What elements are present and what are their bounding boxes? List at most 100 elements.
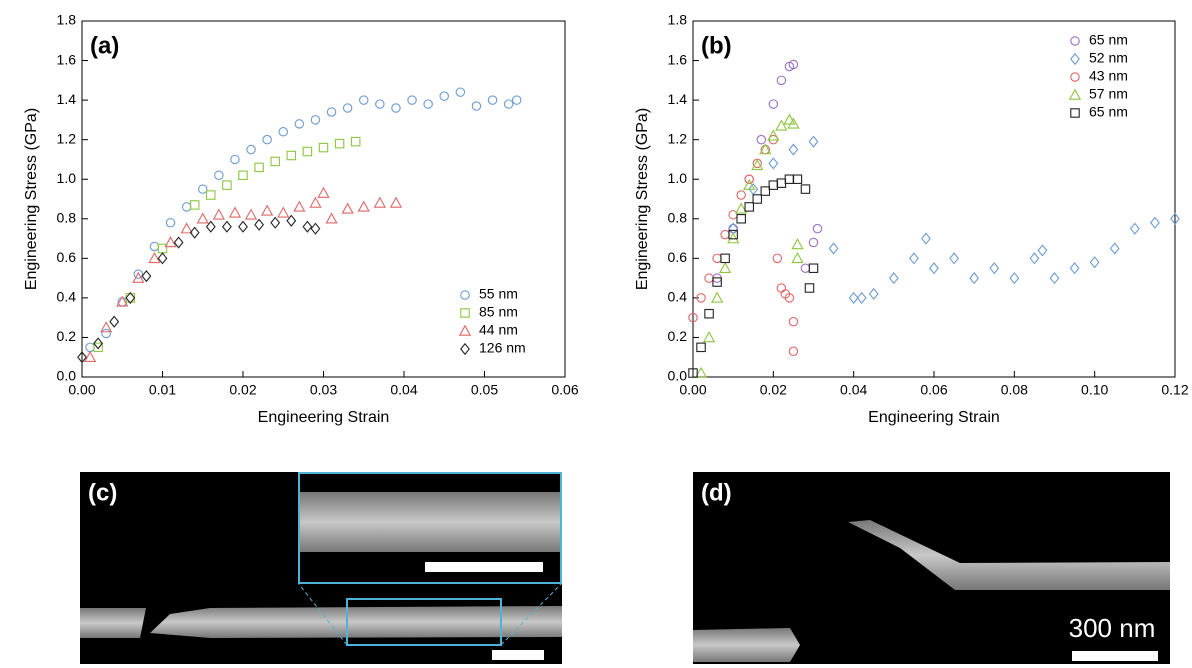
point — [712, 253, 722, 264]
point — [180, 222, 193, 234]
zoom-line — [500, 582, 563, 646]
point — [1009, 272, 1020, 285]
point — [728, 223, 738, 234]
point — [511, 95, 522, 105]
y-tick-label: 0.2 — [668, 328, 688, 344]
y-axis-title: Engineering Stress (GPa) — [634, 108, 651, 290]
legend-label: 57 nm — [1089, 86, 1128, 102]
point — [196, 212, 209, 224]
point — [310, 222, 321, 235]
point — [423, 99, 433, 109]
point — [132, 271, 145, 283]
point — [712, 277, 722, 287]
point — [751, 159, 764, 171]
y-tick-label: 0.4 — [57, 289, 77, 305]
y-tick-label: 1.0 — [57, 170, 77, 186]
x-tick-label: 0.04 — [390, 382, 417, 398]
point — [221, 220, 232, 233]
point — [808, 237, 819, 248]
point — [334, 138, 345, 149]
y-tick-label: 1.2 — [668, 130, 688, 146]
point — [326, 107, 337, 117]
point — [286, 150, 297, 161]
point — [214, 170, 224, 181]
y-tick-label: 1.0 — [668, 170, 688, 186]
point — [157, 252, 168, 265]
point — [286, 214, 297, 227]
point — [487, 95, 498, 105]
point — [254, 218, 265, 231]
point — [812, 223, 823, 234]
point — [848, 291, 859, 304]
point — [133, 269, 144, 279]
legend-marker — [460, 290, 470, 300]
point — [391, 103, 401, 113]
point — [1170, 212, 1180, 225]
point — [1069, 262, 1080, 275]
x-tick-label: 0.03 — [310, 382, 337, 398]
legend-marker — [460, 308, 470, 318]
point — [760, 186, 771, 196]
point — [125, 293, 136, 303]
point — [696, 293, 706, 303]
point — [792, 174, 803, 184]
point — [744, 174, 754, 184]
legend-label: 85 nm — [479, 304, 518, 320]
point — [109, 315, 120, 328]
point — [277, 206, 290, 218]
point — [989, 262, 1000, 275]
legend-label: 52 nm — [1089, 50, 1128, 66]
scale-bar — [492, 650, 544, 660]
point — [358, 95, 369, 105]
point — [768, 180, 779, 190]
point — [198, 184, 208, 194]
point — [688, 312, 698, 323]
point — [1150, 216, 1160, 229]
y-tick-label: 1.6 — [668, 51, 688, 67]
point — [776, 178, 787, 188]
point — [784, 174, 795, 184]
panel-label: (d) — [701, 479, 732, 506]
legend-marker — [1070, 52, 1080, 66]
point — [309, 196, 322, 208]
legend-marker — [460, 342, 470, 356]
point — [719, 261, 732, 273]
nanowire — [848, 520, 1170, 590]
x-tick-label: 0.00 — [679, 382, 706, 398]
point — [776, 283, 787, 293]
x-axis-title: Engineering Strain — [868, 409, 1000, 426]
point — [100, 321, 113, 333]
point — [696, 342, 706, 353]
point — [768, 99, 779, 109]
point — [148, 251, 161, 264]
x-tick-label: 0.10 — [1081, 382, 1108, 398]
point — [141, 270, 152, 283]
point — [278, 127, 288, 137]
x-tick-label: 0.06 — [920, 382, 947, 398]
point — [189, 226, 200, 239]
panel-label: (a) — [90, 32, 119, 59]
point — [909, 252, 919, 265]
point — [189, 200, 200, 210]
y-tick-label: 0.6 — [668, 249, 688, 265]
legend-marker — [1070, 72, 1080, 82]
point — [262, 134, 272, 145]
point — [93, 342, 103, 353]
point — [736, 190, 746, 200]
point — [439, 91, 449, 101]
point — [788, 316, 799, 327]
x-tick-label: 0.05 — [471, 382, 498, 398]
point — [828, 242, 839, 255]
point — [164, 236, 177, 248]
scale-bar — [1072, 651, 1158, 661]
legend-label: 126 nm — [479, 340, 526, 356]
point — [181, 202, 192, 212]
point — [246, 144, 256, 155]
point — [93, 337, 104, 350]
point — [310, 115, 321, 125]
point — [205, 220, 216, 233]
point — [165, 217, 176, 228]
scale-bar — [425, 562, 543, 572]
